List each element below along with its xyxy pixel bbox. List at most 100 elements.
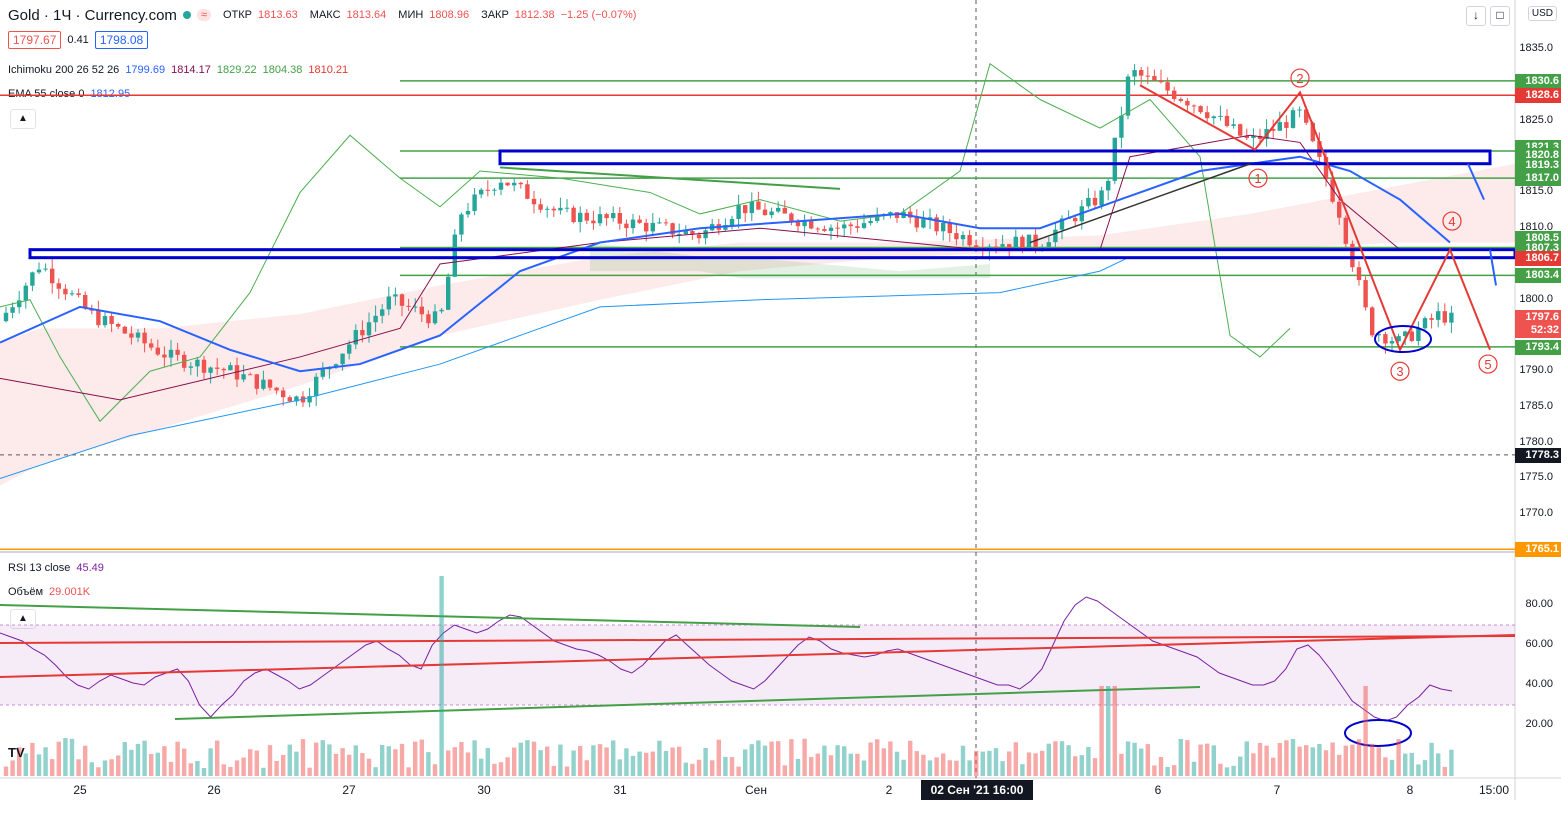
candle-body (1172, 90, 1177, 100)
candle-body (116, 323, 121, 327)
volume-bar (723, 756, 728, 776)
candle-body (380, 309, 385, 316)
candle-body (650, 222, 655, 232)
ema-legend[interactable]: EMA 55 close 0 1812.95 (8, 88, 130, 100)
volume-bar (1224, 767, 1230, 776)
volume-bar (650, 751, 655, 776)
volume-bar (228, 766, 233, 776)
candle-body (1317, 141, 1322, 157)
ichimoku-legend[interactable]: Ichimoku 200 26 52 26 1799.69 1814.17 18… (8, 64, 348, 76)
wave-label: 4 (1448, 214, 1455, 229)
candle-body (644, 222, 649, 232)
candle-body (954, 233, 959, 240)
screenshot-icon[interactable]: □ (1490, 6, 1510, 26)
volume-bar (162, 746, 167, 776)
volume-bar (993, 748, 999, 776)
volume-bar (1317, 743, 1322, 776)
rsi-legend[interactable]: RSI 13 close 45.49 (8, 562, 104, 574)
volume-bar (1409, 752, 1414, 776)
candle-body (637, 219, 642, 223)
candle-body (809, 220, 814, 229)
volume-bar (1046, 743, 1051, 776)
candle-body (419, 306, 424, 315)
volume-bar (934, 757, 939, 776)
candle-body (1244, 135, 1249, 138)
arrow-down (1489, 249, 1497, 286)
candle-body (1284, 122, 1289, 128)
volume-bar (1277, 743, 1282, 776)
candle-body (307, 396, 312, 403)
open-label: ОТКР (222, 9, 253, 21)
volume-bar (274, 760, 279, 776)
volume-bar (1284, 740, 1289, 776)
volume-bar (149, 754, 154, 776)
time-tick-label: 30 (477, 783, 491, 797)
candle-body (1389, 341, 1395, 344)
volume-bar (696, 759, 702, 776)
candle-body (703, 230, 708, 239)
candle-body (1185, 100, 1190, 106)
candle-body (1304, 109, 1309, 123)
wave-label-circle (1290, 68, 1310, 88)
volume-bar (366, 758, 372, 776)
candle-body (815, 228, 820, 230)
candle-body (710, 224, 715, 231)
currency-select[interactable]: USD (1527, 6, 1557, 21)
volume-bar (604, 747, 609, 776)
candle-body (1277, 122, 1282, 131)
volume-bar (320, 740, 325, 776)
chart-tools: ↓ □ (1466, 6, 1510, 26)
volume-bar (980, 751, 985, 776)
volume-bar (1251, 753, 1256, 776)
volume-bar (89, 762, 94, 776)
volume-legend[interactable]: Объём 29.001K (8, 586, 90, 598)
volume-bar (1343, 745, 1348, 776)
candle-body (525, 184, 530, 199)
rsi-tick-label: 80.00 (1525, 598, 1553, 610)
candle-body (1145, 75, 1150, 77)
collapse-legend-button[interactable]: ▲ (10, 109, 36, 129)
rsi-trend-line-red (0, 634, 1516, 678)
price-tick-label: 1770.0 (1519, 507, 1553, 520)
volume-bar (644, 752, 649, 776)
volume-bar (1310, 747, 1315, 776)
volume-bar (1297, 746, 1302, 776)
candle-body (168, 349, 174, 358)
volume-bar (1211, 745, 1216, 776)
buy-price-button[interactable]: 1798.08 (94, 31, 149, 49)
candle-body (512, 182, 517, 186)
collapse-pane-button[interactable]: ▲ (10, 609, 36, 629)
candle-body (274, 387, 279, 391)
wave-label-circle (1390, 361, 1410, 381)
volume-bar (868, 742, 873, 776)
rsi-trend-line-red (0, 635, 1516, 644)
volume-bar (1422, 760, 1428, 776)
volume-bar (1185, 740, 1190, 776)
volume-bar (135, 743, 141, 776)
price-tag: 1797.6 (1515, 309, 1561, 325)
candle-body (452, 234, 457, 277)
sell-price-button[interactable]: 1797.67 (8, 31, 62, 49)
volume-bar (591, 745, 596, 776)
volume-bar (1290, 739, 1296, 776)
price-tag: 1793.4 (1515, 339, 1561, 355)
download-icon[interactable]: ↓ (1466, 6, 1486, 26)
symbol-title[interactable]: Gold · 1Ч · Currency.com (8, 6, 177, 24)
volume-bar (1073, 756, 1078, 776)
candle-body (881, 214, 886, 216)
price-tag: 1803.4 (1515, 268, 1561, 284)
candle-body (1422, 318, 1428, 329)
candle-body (538, 204, 543, 210)
candle-body (1119, 115, 1124, 138)
ichimoku-cloud (0, 163, 1515, 486)
volume-bar (201, 767, 207, 776)
wave-label-circle (1478, 354, 1498, 374)
candle-body (855, 226, 860, 228)
candle-body (1257, 135, 1263, 139)
volume-bar (703, 747, 708, 776)
volume-bar (1112, 686, 1117, 776)
candle-body (201, 359, 207, 373)
candle-body (1337, 201, 1342, 218)
candle-body (657, 222, 662, 224)
